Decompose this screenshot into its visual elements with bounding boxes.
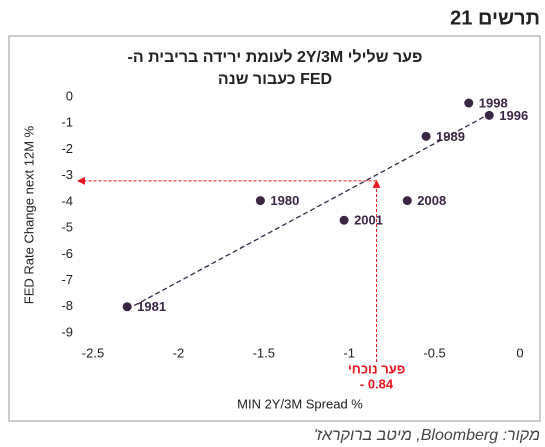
source: מקור: Bloomberg, מיטב ברוקראז' <box>314 427 540 444</box>
header: תרשים 21 <box>450 7 540 29</box>
y-tick-label: -4 <box>61 193 73 208</box>
point <box>484 110 494 120</box>
point <box>402 196 412 206</box>
point-label: 1998 <box>479 95 508 110</box>
point-label: 1981 <box>137 299 166 314</box>
x-tick-label: -1 <box>343 345 355 360</box>
point <box>122 302 132 312</box>
point-label: 2008 <box>417 193 446 208</box>
chart-title: FED כעבור שנה <box>218 71 332 88</box>
annotation-text: פער נוכחי <box>348 361 405 376</box>
x-tick-label: 0 <box>516 345 523 360</box>
annotation-value: - 0.84 <box>360 376 394 391</box>
y-axis-title: FED Rate Change next 12M % <box>21 125 36 304</box>
y-tick-label: -5 <box>61 220 73 235</box>
point-label: 1996 <box>499 108 528 123</box>
y-tick-label: -2 <box>61 141 73 156</box>
point-label: 2001 <box>354 213 383 228</box>
chart-title: פער שלילי 2Y/3M לעומת ירידה בריבית ה- <box>128 48 423 66</box>
point <box>464 98 474 108</box>
y-tick-label: -3 <box>61 167 73 182</box>
x-tick-label: -2 <box>173 345 185 360</box>
y-tick-label: 0 <box>66 88 73 103</box>
x-tick-label: -1.5 <box>253 345 275 360</box>
point <box>421 131 431 141</box>
point <box>255 196 265 206</box>
x-tick-label: -2.5 <box>82 345 104 360</box>
y-tick-label: -7 <box>61 272 73 287</box>
y-tick-label: -9 <box>61 324 73 339</box>
y-tick-label: -8 <box>61 298 73 313</box>
chart-frame <box>8 35 541 422</box>
y-tick-label: -6 <box>61 246 73 261</box>
trend-line <box>126 113 490 310</box>
x-tick-label: -0.5 <box>423 345 445 360</box>
point-label: 1989 <box>436 129 465 144</box>
point <box>339 215 349 225</box>
point-label: 1980 <box>270 193 299 208</box>
y-tick-label: -1 <box>61 115 73 130</box>
x-axis-title: MIN 2Y/3M Spread % <box>237 396 363 411</box>
